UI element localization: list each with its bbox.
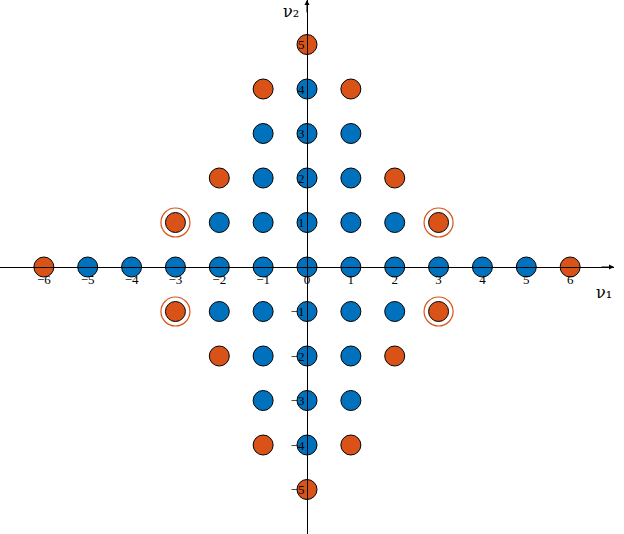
svg-text:−2: −2 xyxy=(291,349,305,364)
svg-text:1: 1 xyxy=(298,215,305,230)
svg-text:4: 4 xyxy=(298,82,305,97)
svg-text:3: 3 xyxy=(435,272,442,287)
svg-text:5: 5 xyxy=(523,272,530,287)
svg-text:2: 2 xyxy=(391,272,398,287)
svg-text:−3: −3 xyxy=(169,272,183,287)
svg-text:ν₂: ν₂ xyxy=(283,2,299,21)
svg-text:−2: −2 xyxy=(212,272,226,287)
svg-text:−1: −1 xyxy=(256,272,270,287)
svg-text:0: 0 xyxy=(304,272,311,287)
svg-text:−5: −5 xyxy=(291,482,305,497)
svg-text:1: 1 xyxy=(348,272,355,287)
svg-text:−3: −3 xyxy=(291,393,305,408)
svg-text:6: 6 xyxy=(567,272,574,287)
svg-text:ν₁: ν₁ xyxy=(596,283,612,302)
svg-text:5: 5 xyxy=(298,37,305,52)
svg-text:2: 2 xyxy=(298,171,305,186)
svg-text:3: 3 xyxy=(298,126,305,141)
svg-text:4: 4 xyxy=(479,272,486,287)
svg-text:−4: −4 xyxy=(291,438,305,453)
svg-text:−4: −4 xyxy=(125,272,139,287)
svg-text:−5: −5 xyxy=(81,272,95,287)
svg-text:−6: −6 xyxy=(37,272,51,287)
svg-text:−1: −1 xyxy=(291,304,305,319)
